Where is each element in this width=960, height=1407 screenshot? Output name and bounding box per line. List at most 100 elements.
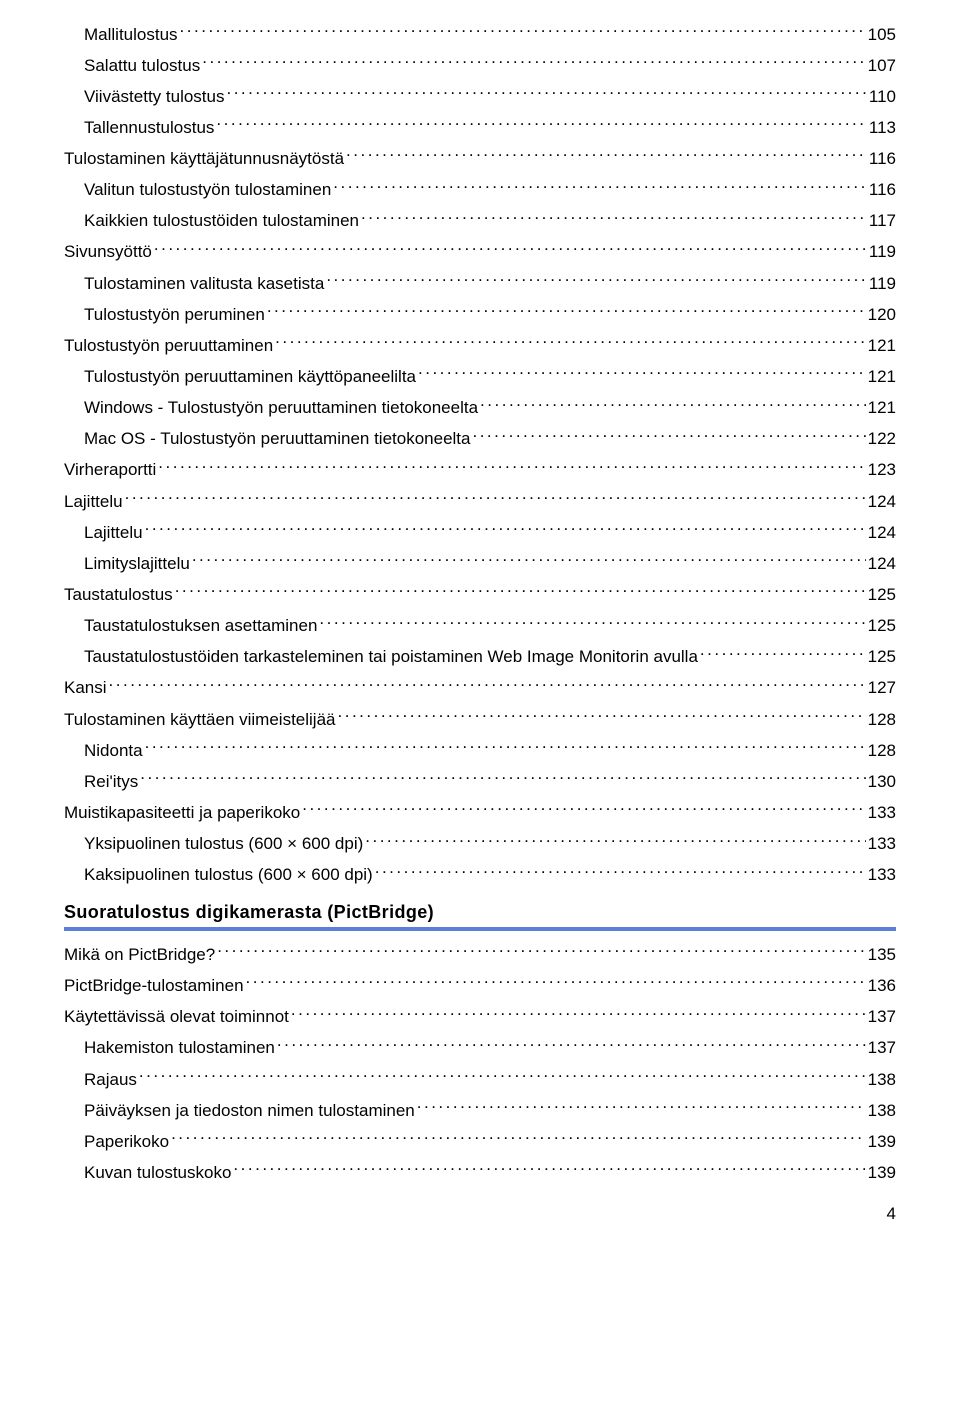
toc-entry-label: Paperikoko	[84, 1130, 169, 1155]
toc-entry[interactable]: Hakemiston tulostaminen 137	[84, 1036, 896, 1061]
toc-entry-page: 125	[868, 645, 896, 670]
toc-leader-dots	[226, 85, 866, 102]
toc: Mallitulostus105 Salattu tulostus 107 Viivä…	[64, 23, 896, 888]
toc-leader-dots	[267, 303, 866, 320]
toc-leader-dots	[175, 583, 866, 600]
toc-leader-dots	[158, 458, 865, 475]
toc-entry-label: Mac OS - Tulostustyön peruuttaminen tiet…	[84, 427, 470, 452]
toc-entry[interactable]: Salattu tulostus 107	[84, 54, 896, 79]
toc-after-section: Mikä on PictBridge? 135 PictBridge-tulosta…	[64, 943, 896, 1186]
toc-entry[interactable]: Windows - Tulostustyön peruuttaminen tie…	[84, 396, 896, 421]
toc-leader-dots	[154, 240, 867, 257]
toc-entry-label: Muistikapasiteetti ja paperikoko	[64, 801, 300, 826]
toc-entry[interactable]: PictBridge-tulostaminen136	[64, 974, 896, 999]
section-underline	[64, 927, 896, 931]
toc-entry-label: Käytettävissä olevat toiminnot	[64, 1005, 289, 1030]
toc-entry[interactable]: Käytettävissä olevat toiminnot 137	[64, 1005, 896, 1030]
toc-entry[interactable]: Nidonta128	[84, 739, 896, 764]
toc-leader-dots	[140, 770, 865, 787]
toc-entry-page: 137	[868, 1036, 896, 1061]
toc-leader-dots	[333, 178, 867, 195]
toc-entry[interactable]: Kansi127	[64, 676, 896, 701]
toc-leader-dots	[217, 943, 865, 960]
toc-entry[interactable]: Virheraportti123	[64, 458, 896, 483]
toc-entry-page: 107	[868, 54, 896, 79]
toc-entry[interactable]: Valitun tulostustyön tulostaminen 116	[84, 178, 896, 203]
toc-entry-page: 138	[868, 1068, 896, 1093]
toc-entry-label: Viivästetty tulostus	[84, 85, 224, 110]
toc-leader-dots	[275, 334, 865, 351]
toc-entry[interactable]: Tallennustulostus113	[84, 116, 896, 141]
toc-entry-label: Windows - Tulostustyön peruuttaminen tie…	[84, 396, 478, 421]
toc-entry-page: 117	[869, 209, 896, 234]
toc-entry[interactable]: Tulostaminen käyttäen viimeistelijää128	[64, 708, 896, 733]
toc-entry[interactable]: Kaksipuolinen tulostus (600 × 600 dpi) 13…	[84, 863, 896, 888]
toc-entry[interactable]: Limityslajittelu124	[84, 552, 896, 577]
toc-entry-page: 121	[868, 365, 896, 390]
toc-entry[interactable]: Tulostustyön peruuttaminen121	[64, 334, 896, 359]
toc-entry-label: Mallitulostus	[84, 23, 178, 48]
toc-entry[interactable]: Rajaus138	[84, 1068, 896, 1093]
toc-entry-page: 125	[868, 583, 896, 608]
toc-entry[interactable]: Tulostaminen valitusta kasetista119	[84, 272, 896, 297]
toc-entry-label: Yksipuolinen tulostus (600 × 600 dpi)	[84, 832, 363, 857]
toc-entry[interactable]: Lajittelu124	[64, 490, 896, 515]
toc-entry[interactable]: Päiväyksen ja tiedoston nimen tulostamin…	[84, 1099, 896, 1124]
toc-entry-label: Kansi	[64, 676, 107, 701]
toc-leader-dots	[302, 801, 865, 818]
toc-entry-label: Tulostustyön peruuttaminen	[64, 334, 273, 359]
toc-entry-label: Tulostustyön peruuttaminen käyttöpaneeli…	[84, 365, 416, 390]
toc-entry-label: Kaksipuolinen tulostus (600 × 600 dpi)	[84, 863, 373, 888]
toc-entry-label: Hakemiston tulostaminen	[84, 1036, 275, 1061]
toc-entry-label: Virheraportti	[64, 458, 156, 483]
toc-entry[interactable]: Tulostustyön peruuttaminen käyttöpaneeli…	[84, 365, 896, 390]
toc-entry-label: Nidonta	[84, 739, 143, 764]
toc-entry-page: 133	[868, 863, 896, 888]
toc-entry-label: Tulostustyön peruminen	[84, 303, 265, 328]
toc-entry[interactable]: Mallitulostus105	[84, 23, 896, 48]
toc-leader-dots	[233, 1161, 865, 1178]
toc-entry[interactable]: Muistikapasiteetti ja paperikoko 133	[64, 801, 896, 826]
toc-entry-label: Limityslajittelu	[84, 552, 190, 577]
toc-entry[interactable]: Sivunsyöttö119	[64, 240, 896, 265]
toc-leader-dots	[338, 708, 866, 725]
toc-entry-label: Tallennustulostus	[84, 116, 214, 141]
toc-entry-page: 122	[868, 427, 896, 452]
toc-entry[interactable]: Mikä on PictBridge? 135	[64, 943, 896, 968]
toc-entry-label: Päiväyksen ja tiedoston nimen tulostamin…	[84, 1099, 415, 1124]
toc-entry-page: 116	[869, 178, 896, 203]
toc-leader-dots	[472, 427, 865, 444]
toc-entry-page: 133	[868, 801, 896, 826]
toc-leader-dots	[319, 614, 865, 631]
toc-entry-label: Salattu tulostus	[84, 54, 200, 79]
toc-entry-page: 135	[868, 943, 896, 968]
toc-entry[interactable]: Taustatulostuksen asettaminen125	[84, 614, 896, 639]
toc-entry[interactable]: Yksipuolinen tulostus (600 × 600 dpi)133	[84, 832, 896, 857]
toc-entry[interactable]: Kaikkien tulostustöiden tulostaminen 117	[84, 209, 896, 234]
toc-entry[interactable]: Taustatulostustöiden tarkasteleminen tai…	[84, 645, 896, 670]
toc-entry-page: 119	[869, 240, 896, 265]
toc-entry[interactable]: Kuvan tulostuskoko139	[84, 1161, 896, 1186]
toc-entry-page: 116	[869, 147, 896, 172]
toc-entry-label: Mikä on PictBridge?	[64, 943, 215, 968]
toc-leader-dots	[417, 1099, 866, 1116]
toc-leader-dots	[171, 1130, 866, 1147]
toc-entry[interactable]: Taustatulostus125	[64, 583, 896, 608]
toc-entry-page: 120	[868, 303, 896, 328]
toc-entry[interactable]: Paperikoko 139	[84, 1130, 896, 1155]
toc-entry[interactable]: Tulostustyön peruminen 120	[84, 303, 896, 328]
toc-entry-page: 124	[868, 521, 896, 546]
toc-entry-label: Kuvan tulostuskoko	[84, 1161, 231, 1186]
toc-entry-page: 137	[868, 1005, 896, 1030]
toc-entry[interactable]: Lajittelu124	[84, 521, 896, 546]
toc-entry-label: Kaikkien tulostustöiden tulostaminen	[84, 209, 359, 234]
toc-entry-label: Taustatulostuksen asettaminen	[84, 614, 317, 639]
toc-entry-label: Valitun tulostustyön tulostaminen	[84, 178, 331, 203]
toc-entry[interactable]: Tulostaminen käyttäjätunnusnäytöstä116	[64, 147, 896, 172]
toc-entry[interactable]: Rei'itys130	[84, 770, 896, 795]
toc-entry-page: 139	[868, 1130, 896, 1155]
page-number: 4	[64, 1204, 896, 1224]
toc-leader-dots	[277, 1036, 866, 1053]
toc-entry[interactable]: Viivästetty tulostus110	[84, 85, 896, 110]
toc-entry[interactable]: Mac OS - Tulostustyön peruuttaminen tiet…	[84, 427, 896, 452]
